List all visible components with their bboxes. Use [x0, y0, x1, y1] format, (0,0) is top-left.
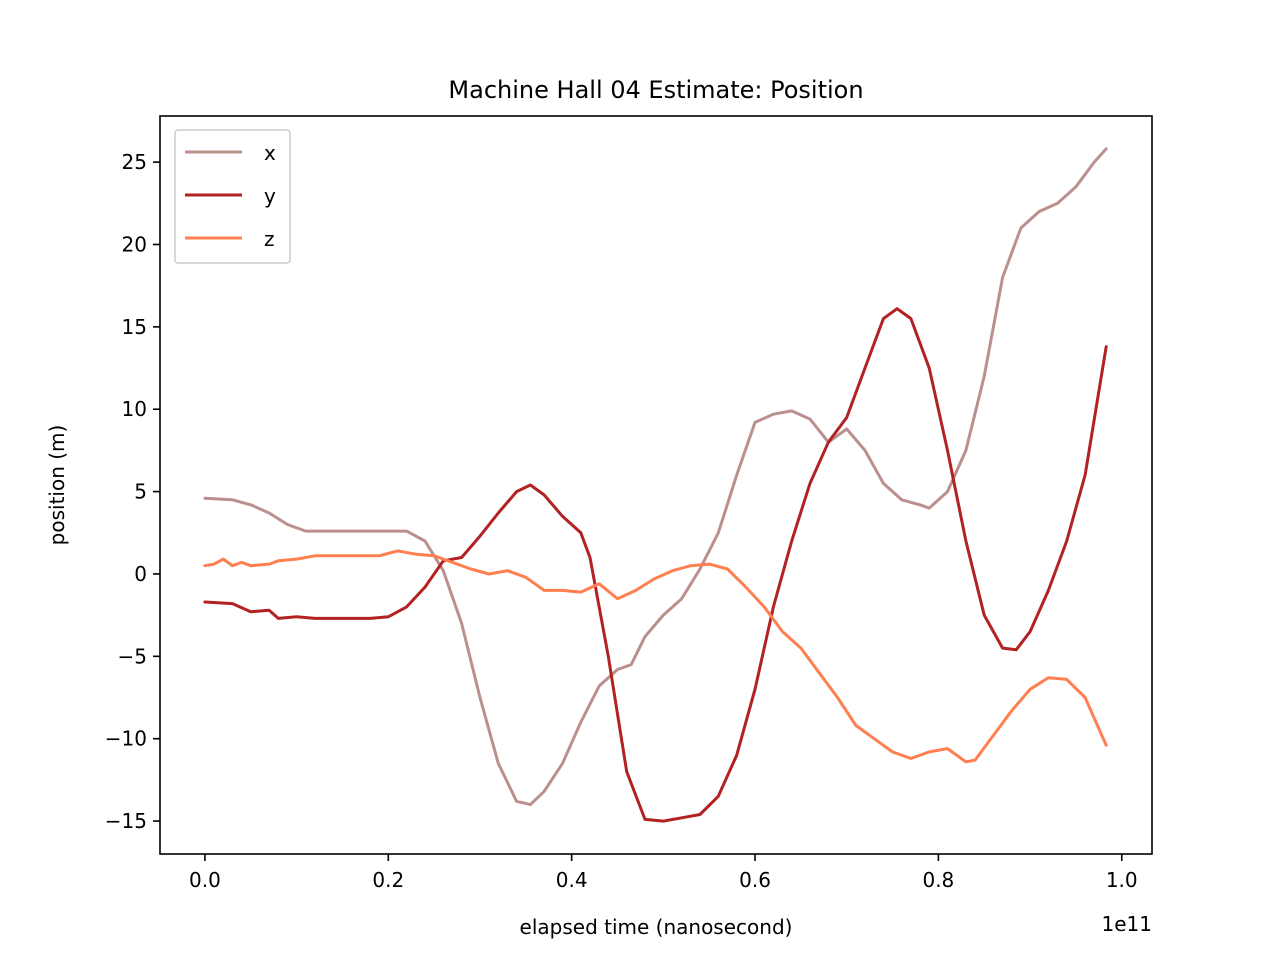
- x-tick-label: 0.8: [922, 868, 954, 892]
- legend-label-z: z: [264, 227, 275, 251]
- legend: x y z: [174, 129, 291, 264]
- y-tick-label: 5: [134, 480, 147, 504]
- y-tick-label: −15: [105, 809, 147, 833]
- y-tick-label: −10: [105, 727, 147, 751]
- series-line-z: [203, 549, 1108, 764]
- chart-title: Machine Hall 04 Estimate: Position: [448, 76, 863, 104]
- legend-label-x: x: [264, 141, 276, 165]
- y-tick-label: 10: [122, 397, 147, 421]
- x-tick-label: 1.0: [1106, 868, 1138, 892]
- y-tick-label: 0: [134, 562, 147, 586]
- x-tick-label: 0.2: [372, 868, 404, 892]
- x-tick-label: 0.4: [556, 868, 588, 892]
- series-line-y: [203, 307, 1108, 823]
- x-axis-label: elapsed time (nanosecond): [520, 915, 793, 939]
- x-axis: 0.0 0.2 0.4 0.6 0.8 1.0: [189, 854, 1138, 892]
- legend-label-y: y: [264, 184, 276, 208]
- x-axis-offset-label: 1e11: [1102, 912, 1152, 936]
- y-axis: −15 −10 −5 0 5 10 15 20 25: [105, 150, 160, 833]
- series-line-x: [203, 147, 1108, 807]
- x-tick-label: 0.6: [739, 868, 771, 892]
- y-axis-label: position (m): [45, 425, 69, 546]
- y-tick-label: −5: [118, 644, 147, 668]
- series-layer: [203, 147, 1108, 823]
- y-tick-label: 15: [122, 315, 147, 339]
- y-tick-label: 20: [122, 232, 147, 256]
- x-tick-label: 0.0: [189, 868, 221, 892]
- plot-frame: [159, 115, 1153, 855]
- y-tick-label: 25: [122, 150, 147, 174]
